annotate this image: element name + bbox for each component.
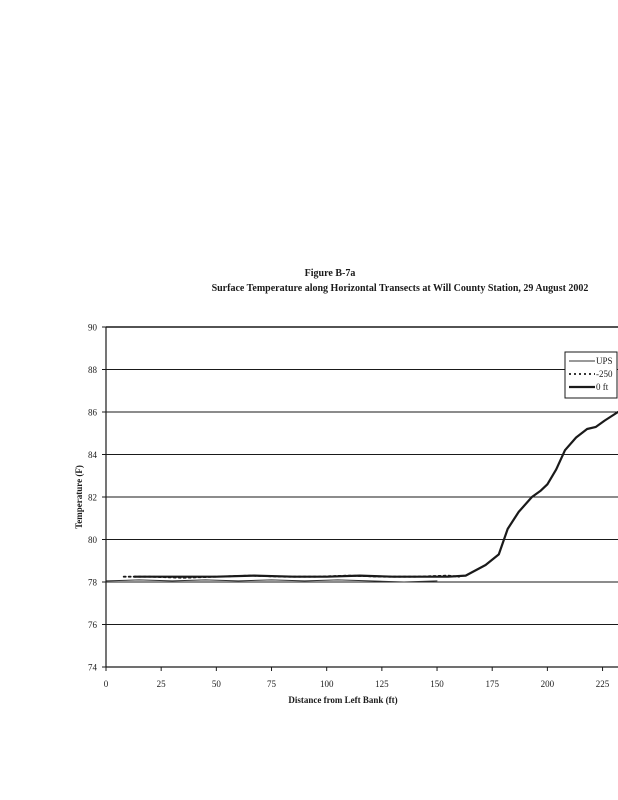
y-tick-label-74: 74: [88, 663, 98, 673]
x-tick-label-75: 75: [267, 679, 277, 689]
axes: [102, 326, 618, 671]
legend-box: [564, 351, 618, 399]
y-tick-label-88: 88: [88, 365, 98, 375]
y-tick-label-80: 80: [88, 535, 98, 545]
x-tick-label-25: 25: [157, 679, 167, 689]
figure-label: Figure B-7a: [304, 268, 356, 279]
x-tick-label-200: 200: [541, 679, 555, 689]
x-tick-label-125: 125: [375, 679, 389, 689]
tick-labels: 74 76 78 80 82 84 86 88 90 0 25 50 75 100 125 150 175 200…: [88, 323, 610, 690]
y-tick-label-78: 78: [88, 578, 98, 588]
x-tick-label-225: 225: [596, 679, 610, 689]
grid-lines: [106, 326, 618, 668]
legend-label-0: UPS: [596, 356, 613, 366]
y-axis-label: Temperature (F): [74, 465, 84, 529]
x-tick-label-50: 50: [212, 679, 222, 689]
series-line-0: [105, 579, 438, 583]
legend: UPS -250 0 ft: [564, 351, 618, 399]
legend-label-2: 0 ft: [596, 382, 609, 392]
series-line-2: [133, 410, 618, 578]
y-tick-label-86: 86: [88, 408, 98, 418]
x-tick-label-100: 100: [320, 679, 334, 689]
chart-title: Surface Temperature along Horizontal Tra…: [211, 283, 589, 294]
y-tick-label-90: 90: [88, 323, 98, 333]
x-tick-label-175: 175: [485, 679, 499, 689]
x-axis-label: Distance from Left Bank (ft): [288, 695, 397, 705]
y-tick-label-76: 76: [88, 620, 98, 630]
y-tick-label-82: 82: [88, 493, 97, 503]
x-tick-label-0: 0: [104, 679, 109, 689]
legend-label-1: -250: [596, 369, 613, 379]
series-lines: [105, 410, 618, 583]
y-tick-label-84: 84: [88, 450, 98, 460]
x-tick-label-150: 150: [430, 679, 444, 689]
